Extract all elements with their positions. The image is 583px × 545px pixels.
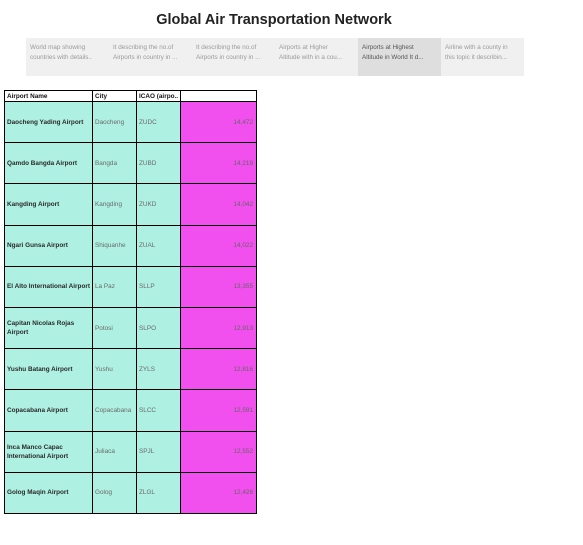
altitude-cell: 14,022: [180, 224, 257, 267]
column-header-measure[interactable]: [180, 90, 257, 102]
airport-name-cell: Daocheng Yading Airport: [4, 100, 93, 144]
tab-airports-count-2[interactable]: It describing the no.of Airports in coun…: [192, 38, 275, 76]
airport-name-cell: Inca Manco Capac International Airport: [4, 430, 93, 473]
column-header-icao[interactable]: ICAO (airpo..: [136, 90, 181, 102]
tab-highest-altitude-airports[interactable]: Airports at Highest Altitude in World It…: [358, 38, 441, 76]
airport-name-cell: El Alto International Airport: [4, 265, 93, 308]
city-cell: Golog: [92, 471, 137, 514]
column-header-airport-name[interactable]: Airport Name: [4, 90, 93, 102]
table-row[interactable]: Copacabana Airport Copacabana SLCC 12,59…: [4, 389, 257, 432]
city-cell: Bangda: [92, 142, 137, 185]
icao-cell: SPJL: [136, 430, 181, 473]
altitude-cell: 14,219: [180, 142, 257, 185]
airport-name-cell: Copacabana Airport: [4, 389, 93, 432]
altitude-cell: 13,355: [180, 265, 257, 308]
tab-label-line1: It describing the no.of: [196, 44, 257, 51]
table-row[interactable]: Capitan Nicolas Rojas Airport Potosi SLP…: [4, 306, 257, 350]
airport-name-cell: Qamdo Bangda Airport: [4, 142, 93, 185]
icao-cell: ZLGL: [136, 471, 181, 514]
tab-label-line2: Altitude in World It d...: [362, 54, 424, 61]
table-row[interactable]: El Alto International Airport La Paz SLL…: [4, 265, 257, 308]
altitude-cell: 14,472: [180, 100, 257, 144]
city-cell: Daocheng: [92, 100, 137, 144]
city-cell: Shiquanhe: [92, 224, 137, 267]
airport-altitude-table: Airport Name City ICAO (airpo.. Daocheng…: [4, 90, 257, 514]
tab-label-line1: World map showing: [30, 44, 86, 51]
tab-label-line1: Airports at Highest: [362, 44, 414, 51]
table-row[interactable]: Yushu Batang Airport Yushu ZYLS 12,816: [4, 348, 257, 391]
airport-name-cell: Kangding Airport: [4, 183, 93, 226]
tab-label-line1: It describing the no.of: [113, 44, 174, 51]
tab-airline-by-country[interactable]: Airline with a county in this topic it d…: [441, 38, 524, 76]
altitude-cell: 12,816: [180, 348, 257, 391]
dashboard-title: Global Air Transportation Network: [156, 12, 392, 28]
tab-label-line1: Airports at Higher: [279, 44, 328, 51]
airport-name-cell: Ngari Gunsa Airport: [4, 224, 93, 267]
icao-cell: SLCC: [136, 389, 181, 432]
tab-label-line1: Airline with a county in: [445, 44, 508, 51]
airport-name-cell: Capitan Nicolas Rojas Airport: [4, 306, 93, 350]
city-cell: La Paz: [92, 265, 137, 308]
table-row[interactable]: Qamdo Bangda Airport Bangda ZUBD 14,219: [4, 142, 257, 185]
city-cell: Juliaca: [92, 430, 137, 473]
column-header-city[interactable]: City: [92, 90, 137, 102]
tab-label-line2: Airports in country in ...: [196, 54, 261, 61]
tab-higher-altitude-airports[interactable]: Airports at Higher Altitude with in a co…: [275, 38, 358, 76]
city-cell: Copacabana: [92, 389, 137, 432]
icao-cell: ZUAL: [136, 224, 181, 267]
icao-cell: ZUKD: [136, 183, 181, 226]
airport-name-cell: Yushu Batang Airport: [4, 348, 93, 391]
table-row[interactable]: Ngari Gunsa Airport Shiquanhe ZUAL 14,02…: [4, 224, 257, 267]
icao-cell: ZUBD: [136, 142, 181, 185]
city-cell: Yushu: [92, 348, 137, 391]
icao-cell: ZYLS: [136, 348, 181, 391]
icao-cell: SLPO: [136, 306, 181, 350]
altitude-cell: 14,042: [180, 183, 257, 226]
story-tab-strip: World map showing countries with details…: [26, 38, 524, 76]
tab-label-line2: countries with details..: [30, 54, 92, 61]
tab-airports-count-1[interactable]: It describing the no.of Airports in coun…: [109, 38, 192, 76]
table-row[interactable]: Kangding Airport Kangding ZUKD 14,042: [4, 183, 257, 226]
icao-cell: SLLP: [136, 265, 181, 308]
altitude-cell: 12,426: [180, 471, 257, 514]
tab-label-line2: Airports in country in ...: [113, 54, 178, 61]
altitude-cell: 12,913: [180, 306, 257, 350]
altitude-cell: 12,591: [180, 389, 257, 432]
altitude-cell: 12,552: [180, 430, 257, 473]
tab-world-map[interactable]: World map showing countries with details…: [26, 38, 109, 76]
city-cell: Potosi: [92, 306, 137, 350]
airport-name-cell: Golog Maqin Airport: [4, 471, 93, 514]
tab-label-line2: Altitude with in a cou...: [279, 54, 343, 61]
table-row[interactable]: Inca Manco Capac International Airport J…: [4, 430, 257, 473]
icao-cell: ZUDC: [136, 100, 181, 144]
city-cell: Kangding: [92, 183, 137, 226]
table-row[interactable]: Daocheng Yading Airport Daocheng ZUDC 14…: [4, 100, 257, 144]
table-header-row: Airport Name City ICAO (airpo..: [4, 90, 257, 102]
tab-label-line2: this topic it describin...: [445, 54, 507, 61]
table-row[interactable]: Golog Maqin Airport Golog ZLGL 12,426: [4, 471, 257, 514]
